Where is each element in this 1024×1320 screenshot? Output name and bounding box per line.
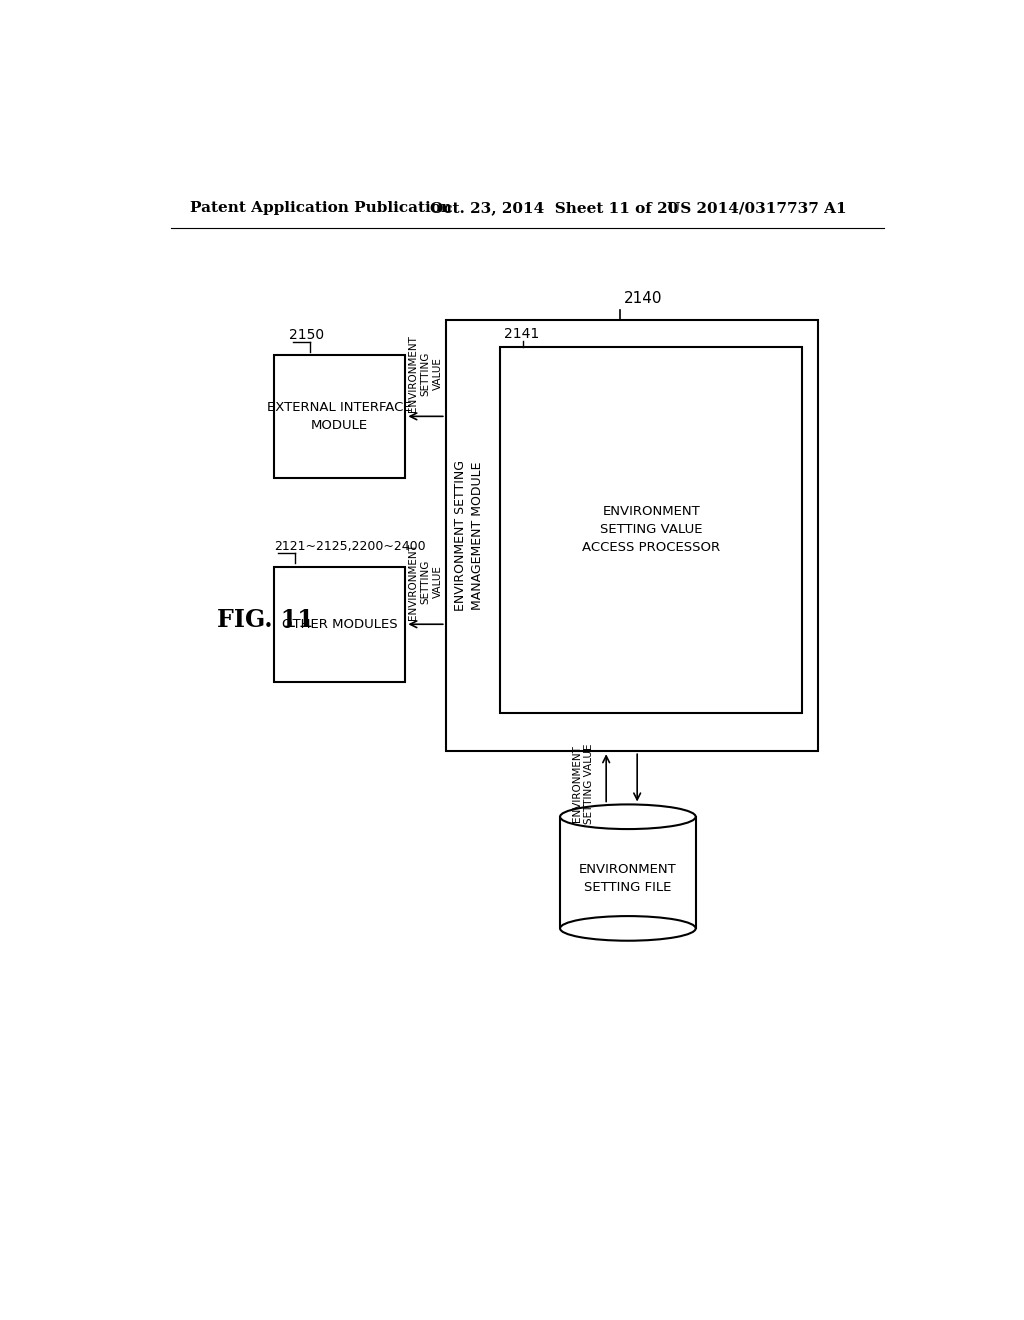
Text: OTHER MODULES: OTHER MODULES bbox=[282, 618, 397, 631]
Bar bbox=[500, 347, 802, 713]
Text: ENVIRONMENT
SETTING VALUE: ENVIRONMENT SETTING VALUE bbox=[571, 743, 594, 824]
Text: 2121~2125,2200~2400: 2121~2125,2200~2400 bbox=[273, 540, 425, 553]
Bar bbox=[445, 321, 818, 751]
Text: ENVIRONMENT
SETTING VALUE
ACCESS PROCESSOR: ENVIRONMENT SETTING VALUE ACCESS PROCESS… bbox=[582, 506, 720, 554]
Text: ENVIRONMENT
SETTING FILE: ENVIRONMENT SETTING FILE bbox=[579, 863, 677, 894]
Text: 2150: 2150 bbox=[289, 327, 325, 342]
Text: FIG. 11: FIG. 11 bbox=[217, 609, 314, 632]
Bar bbox=[273, 355, 406, 478]
Text: ENVIRONMENT SETTING
MANAGEMENT MODULE: ENVIRONMENT SETTING MANAGEMENT MODULE bbox=[454, 461, 484, 611]
Text: ENVIRONMENT
SETTING
VALUE: ENVIRONMENT SETTING VALUE bbox=[409, 544, 443, 620]
Text: 2141: 2141 bbox=[504, 327, 539, 341]
Bar bbox=[273, 566, 406, 682]
Text: EXTERNAL INTERFACE
MODULE: EXTERNAL INTERFACE MODULE bbox=[267, 401, 412, 432]
Text: Patent Application Publication: Patent Application Publication bbox=[190, 202, 452, 215]
Text: ENVIRONMENT
SETTING
VALUE: ENVIRONMENT SETTING VALUE bbox=[409, 335, 443, 412]
Bar bbox=[560, 817, 695, 928]
Text: Oct. 23, 2014  Sheet 11 of 20: Oct. 23, 2014 Sheet 11 of 20 bbox=[430, 202, 679, 215]
Text: US 2014/0317737 A1: US 2014/0317737 A1 bbox=[667, 202, 846, 215]
Text: 2140: 2140 bbox=[624, 292, 663, 306]
Ellipse shape bbox=[560, 916, 695, 941]
Ellipse shape bbox=[560, 804, 695, 829]
